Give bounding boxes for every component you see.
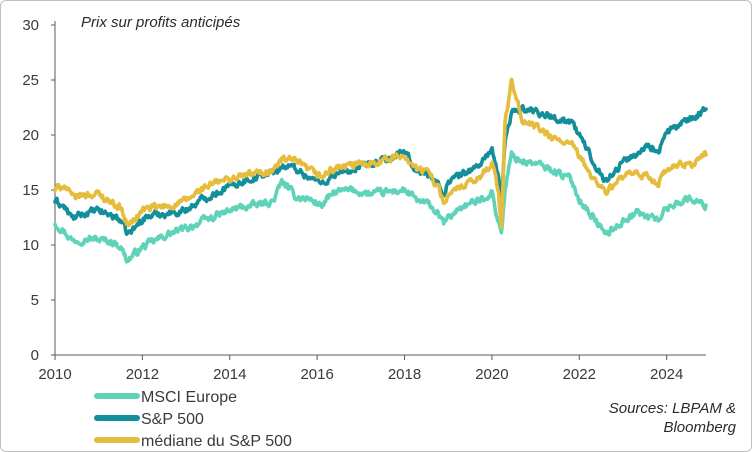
legend-label-0: MSCI Europe: [141, 389, 237, 406]
y-tick-label: 0: [31, 347, 39, 364]
x-tick-label: 2012: [126, 366, 159, 383]
x-tick-label: 2018: [388, 366, 421, 383]
y-tick-label: 20: [22, 127, 39, 144]
y-tick-label: 25: [22, 72, 39, 89]
legend-label-1: S&P 500: [141, 411, 204, 428]
series-layer: [53, 77, 708, 264]
x-tick-label: 2014: [213, 366, 246, 383]
x-tick-label: 2010: [38, 366, 71, 383]
axis-layer: 0 5 10 15 20 25 30 2010 2012 2014 2016 2018 2020 2022…: [22, 17, 706, 383]
legend: MSCI Europe S&P 500 médiane du S&P 500: [94, 389, 292, 450]
series-line-2: [53, 77, 708, 230]
y-tick-label: 10: [22, 237, 39, 254]
y-tick-label: 5: [31, 292, 39, 309]
source-note-line-2: Bloomberg: [663, 419, 736, 436]
x-tick-label: 2020: [475, 366, 508, 383]
y-tick-label: 15: [22, 182, 39, 199]
x-tick-label: 2024: [650, 366, 683, 383]
source-note-line-1: Sources: LBPAM &: [609, 400, 736, 417]
x-tick-label: 2016: [300, 366, 333, 383]
chart-subtitle: Prix sur profits anticipés: [81, 14, 241, 31]
series-line-0: [53, 150, 708, 264]
y-tick-label: 30: [22, 17, 39, 34]
legend-label-2: médiane du S&P 500: [141, 433, 292, 450]
x-tick-label: 2022: [563, 366, 596, 383]
series-line-1: [53, 104, 708, 236]
